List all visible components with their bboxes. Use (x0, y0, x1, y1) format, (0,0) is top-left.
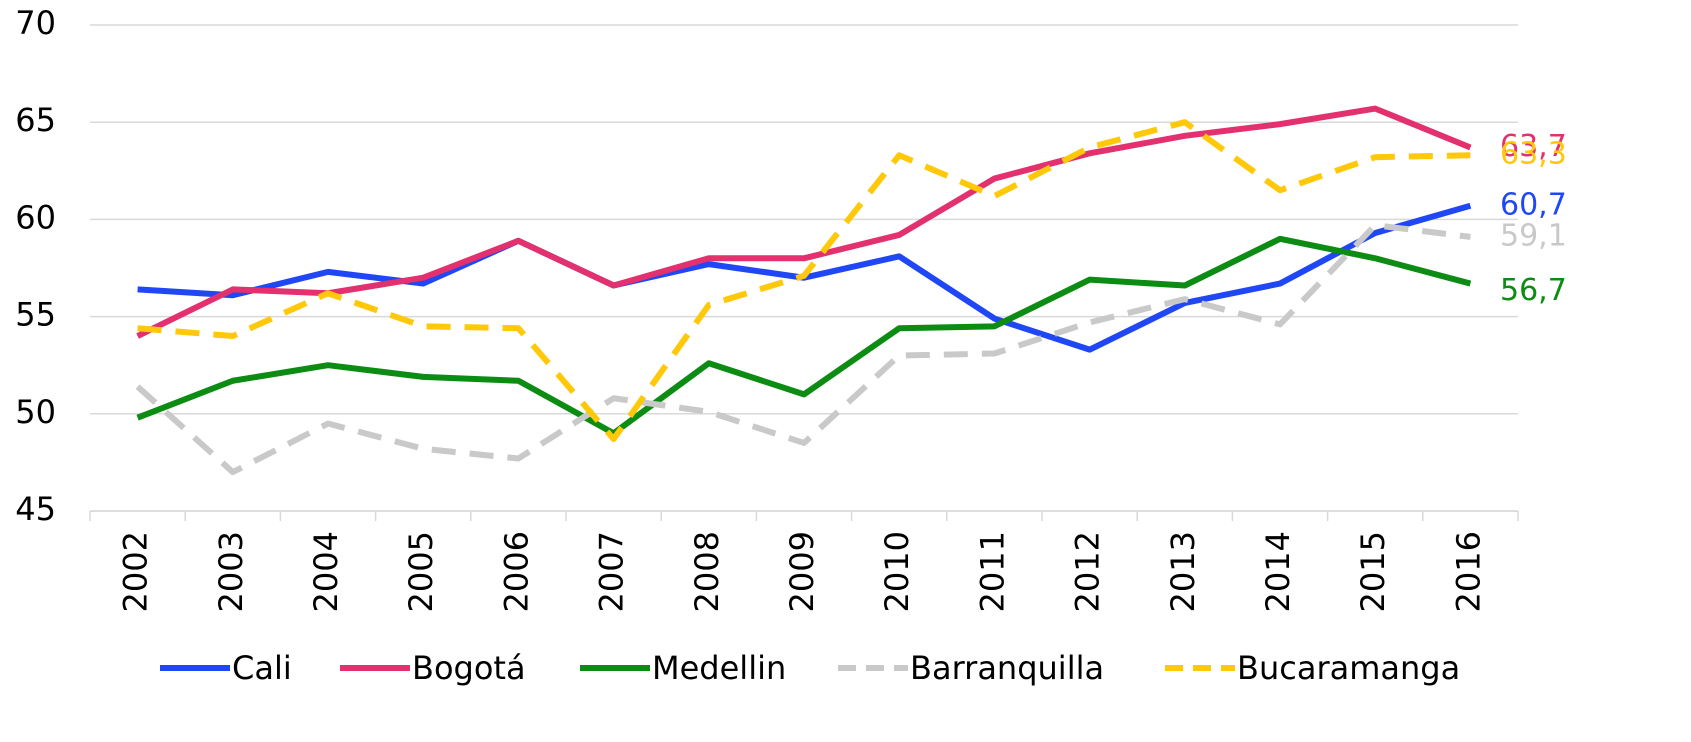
x-tick-label: 2007 (593, 531, 631, 612)
legend-label: Barranquilla (910, 649, 1104, 687)
x-tick-label: 2015 (1354, 531, 1392, 612)
legend-label: Bucaramanga (1237, 649, 1460, 687)
legend-label: Bogotá (412, 649, 526, 687)
legend-label: Medellin (652, 649, 786, 687)
x-tick-label: 2005 (402, 531, 440, 612)
x-tick-label: 2002 (117, 531, 155, 612)
data-label: 63,7 (1500, 129, 1567, 164)
line-series (135, 222, 1471, 476)
y-tick-label: 55 (15, 296, 56, 334)
x-tick-label: 2010 (878, 531, 916, 612)
line-series (137, 119, 1471, 443)
x-tick-label: 2006 (497, 531, 535, 612)
x-tick-label: 2009 (783, 531, 821, 612)
x-tick-label: 2008 (688, 531, 726, 612)
x-tick-label: 2003 (212, 531, 250, 612)
data-label: 59,1 (1500, 218, 1567, 253)
y-tick-label: 60 (15, 198, 56, 236)
x-tick-label: 2013 (1164, 531, 1202, 612)
y-tick-label: 50 (15, 393, 56, 431)
x-tick-label: 2011 (973, 531, 1011, 612)
line-series (136, 235, 1472, 437)
x-tick-label: 2004 (307, 531, 345, 612)
y-tick-label: 70 (15, 4, 56, 42)
x-tick-label: 2016 (1449, 531, 1487, 612)
y-tick-label: 65 (15, 101, 56, 139)
data-label: 60,7 (1500, 187, 1567, 222)
y-tick-label: 45 (15, 490, 56, 528)
legend-label: Cali (232, 649, 292, 687)
x-tick-label: 2014 (1259, 531, 1297, 612)
data-label: 56,7 (1500, 273, 1567, 308)
x-tick-label: 2012 (1069, 531, 1107, 612)
data-label: 63,3 (1500, 137, 1567, 172)
line-series (136, 105, 1472, 339)
